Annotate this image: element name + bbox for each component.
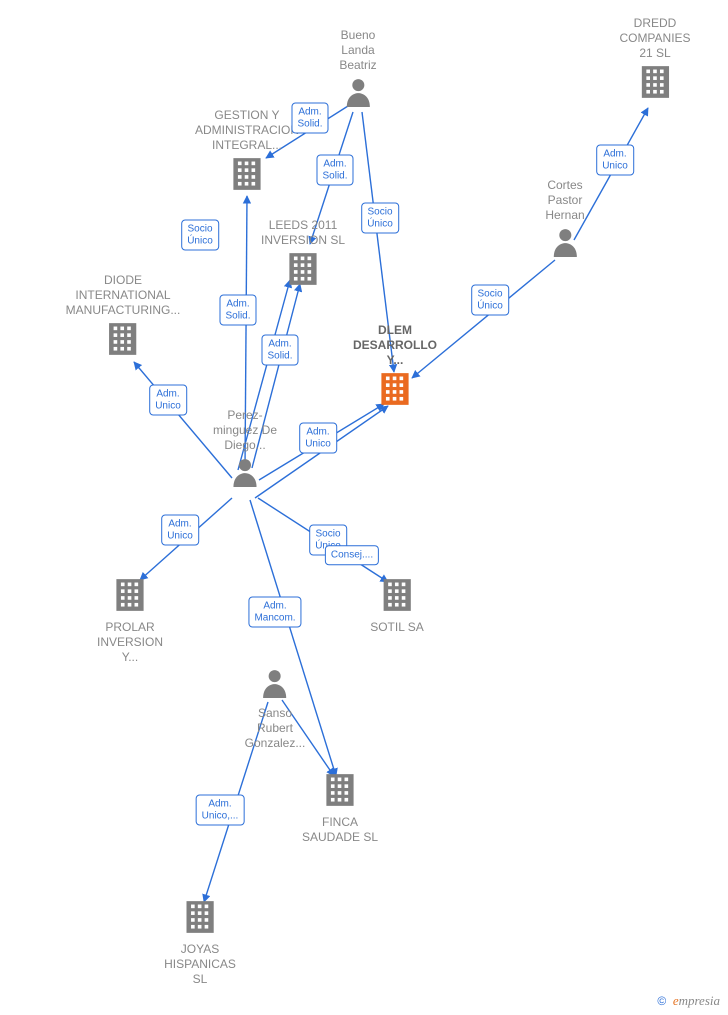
node-label: LEEDS 2011INVERSION SL <box>261 218 345 248</box>
edge-label-perez-prolar: Adm.Unico <box>161 515 199 546</box>
company-icon <box>353 372 437 410</box>
edges-layer <box>0 0 728 1015</box>
node-dredd[interactable]: DREDDCOMPANIES21 SL <box>619 16 690 103</box>
company-icon <box>66 322 181 360</box>
company-icon <box>619 65 690 103</box>
node-gestion[interactable]: GESTION YADMINISTRACIONINTEGRAL... <box>195 108 299 195</box>
node-label: DLEMDESARROLLOY... <box>353 323 437 368</box>
edge-label-perez-dlem: SocioÚnico <box>309 525 347 556</box>
edge-label-perez-finca: Adm.Mancom. <box>248 597 301 628</box>
company-icon <box>261 252 345 290</box>
edge-perez-sotil <box>258 498 388 582</box>
node-sotil[interactable]: SOTIL SA <box>370 578 424 635</box>
person-icon <box>339 77 376 111</box>
node-label: FINCASAUDADE SL <box>302 815 378 845</box>
node-label: PROLARINVERSIONY... <box>97 620 163 665</box>
edge-label-perez-sotil: Consej.... <box>325 545 379 565</box>
edge-label-bueno-dlem: SocioÚnico <box>361 203 399 234</box>
node-dlem[interactable]: DLEMDESARROLLOY... <box>353 323 437 410</box>
company-icon <box>370 578 424 616</box>
edge-perez-prolar <box>140 498 232 580</box>
edge-label-sanso-joyas: Adm.Unico,... <box>196 795 245 826</box>
person-icon <box>213 457 277 491</box>
node-leeds[interactable]: LEEDS 2011INVERSION SL <box>261 218 345 290</box>
company-icon <box>97 578 163 616</box>
diagram-stage: { "canvas":{"w":728,"h":1015,"bg":"#ffff… <box>0 0 728 1015</box>
edge-label-bueno-leeds: Adm.Solid. <box>316 155 353 186</box>
node-label: DIODEINTERNATIONALMANUFACTURING... <box>66 273 181 318</box>
node-diode[interactable]: DIODEINTERNATIONALMANUFACTURING... <box>66 273 181 360</box>
copyright-symbol: © <box>657 994 666 1008</box>
node-label: BuenoLandaBeatriz <box>339 28 376 73</box>
company-icon <box>164 900 236 938</box>
company-icon <box>195 157 299 195</box>
node-finca[interactable]: FINCASAUDADE SL <box>302 773 378 845</box>
node-joyas[interactable]: JOYASHISPANICASSL <box>164 900 236 987</box>
node-sanso[interactable]: SansoRubertGonzalez... <box>245 668 306 751</box>
node-label: SOTIL SA <box>370 620 424 635</box>
node-prolar[interactable]: PROLARINVERSIONY... <box>97 578 163 665</box>
node-label: GESTION YADMINISTRACIONINTEGRAL... <box>195 108 299 153</box>
edge-label-cortes-dredd: Adm.Unico <box>596 145 634 176</box>
node-cortes[interactable]: CortesPastorHernan <box>545 178 584 261</box>
edge-perez-dlem <box>259 404 384 480</box>
edge-label-perez-diode: Adm.Unico <box>149 385 187 416</box>
edge-label-perez-gestion: Adm.Solid. <box>219 295 256 326</box>
edge-label-perez-leeds: Adm.Solid. <box>261 335 298 366</box>
edge-label-perez-dlem: Adm.Unico <box>299 423 337 454</box>
node-label: JOYASHISPANICASSL <box>164 942 236 987</box>
person-icon <box>245 668 306 702</box>
node-label: SansoRubertGonzalez... <box>245 706 306 751</box>
edge-cortes-dredd <box>574 108 648 240</box>
node-perez[interactable]: Perez-minguez DeDiego... <box>213 408 277 491</box>
node-label: DREDDCOMPANIES21 SL <box>619 16 690 61</box>
node-label: Perez-minguez DeDiego... <box>213 408 277 453</box>
person-icon <box>545 227 584 261</box>
edge-label-cortes-dlem: SocioÚnico <box>471 285 509 316</box>
brand-rest: mpresia <box>679 993 720 1008</box>
footer-credit: © empresia <box>657 993 720 1009</box>
node-label: CortesPastorHernan <box>545 178 584 223</box>
node-bueno[interactable]: BuenoLandaBeatriz <box>339 28 376 111</box>
company-icon <box>302 773 378 811</box>
edge-label-perez-leeds: SocioÚnico <box>181 220 219 251</box>
